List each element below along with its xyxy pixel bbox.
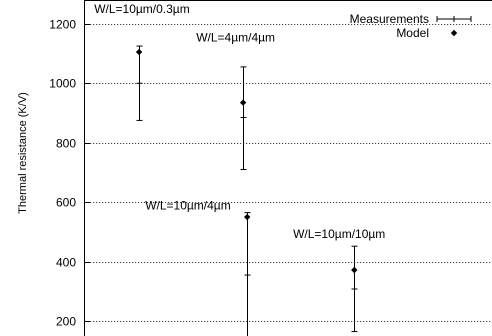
y-axis-title: Thermal resistance (K/V) [17, 92, 29, 214]
legend-label-model: Model [396, 26, 429, 40]
legend-symbol-model [450, 29, 458, 37]
annotation-2: W/L=4µm/4µm [196, 31, 275, 45]
model-point-3 [244, 213, 251, 221]
model-point-1 [135, 48, 143, 56]
model-point-2 [239, 99, 247, 106]
y-tick-label-200: 200 [56, 315, 76, 329]
annotation-4: W/L=10µm/10µm [293, 227, 385, 241]
legend-label-measurements: Measurements [350, 12, 429, 26]
annotation-3: W/L=10µm/4µm [145, 199, 231, 213]
y-tick-label-400: 400 [56, 256, 76, 270]
model-point-4 [351, 266, 358, 274]
y-tick-label-1000: 1000 [49, 77, 76, 91]
annotation-1: W/L=10µm/0.3µm [94, 2, 190, 16]
y-tick-label-800: 800 [56, 137, 76, 151]
y-tick-label-600: 600 [56, 196, 76, 210]
y-tick-label-1200: 1200 [49, 18, 76, 32]
